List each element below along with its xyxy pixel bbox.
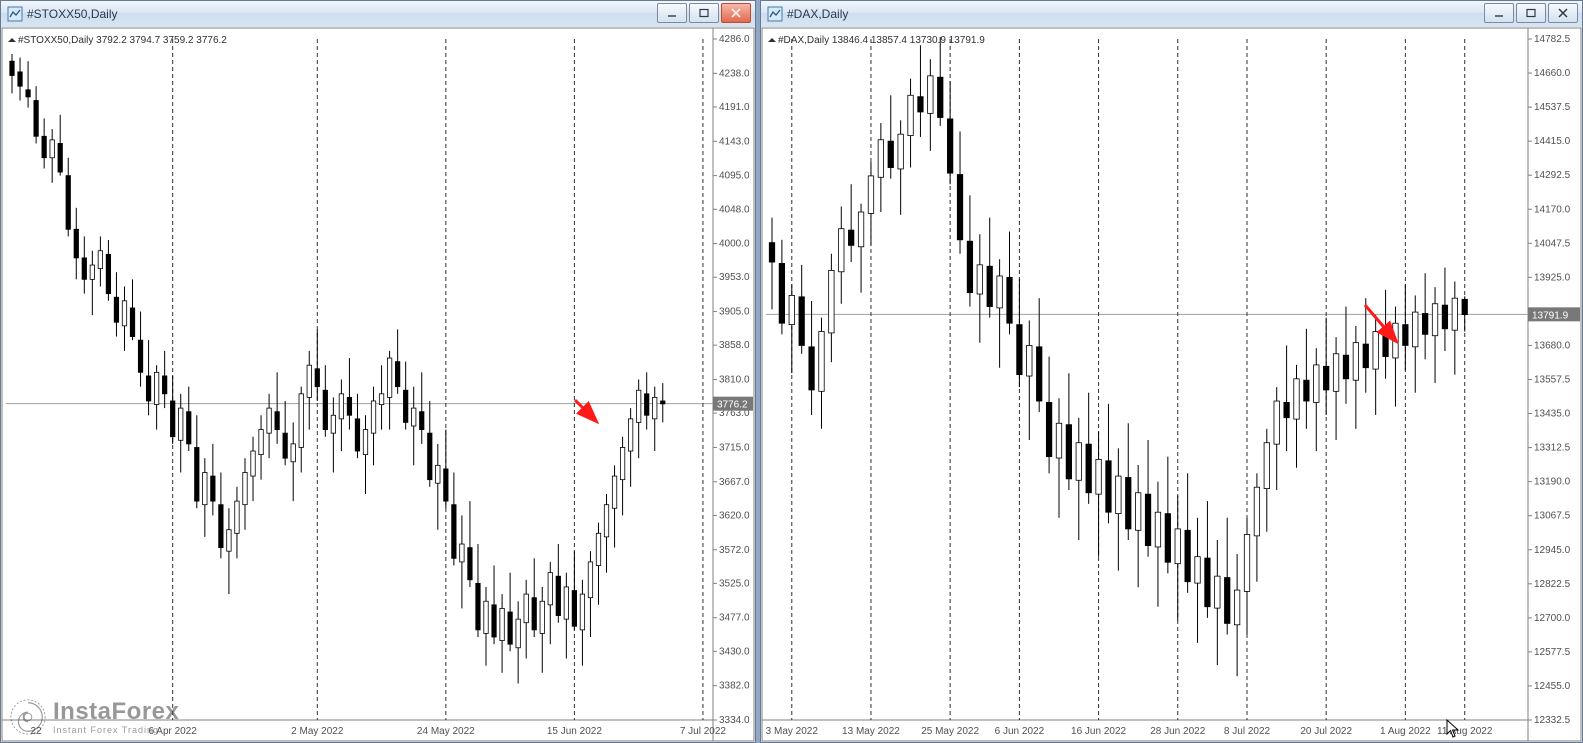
svg-text:24 May 2022: 24 May 2022	[417, 726, 475, 737]
svg-text:14292.5: 14292.5	[1534, 170, 1571, 181]
svg-text:4286.0: 4286.0	[719, 34, 750, 45]
svg-text:4048.0: 4048.0	[719, 204, 750, 215]
svg-text:13312.5: 13312.5	[1534, 443, 1571, 454]
titlebar-dax[interactable]: #DAX,Daily	[761, 1, 1582, 28]
maximize-button[interactable]	[1516, 3, 1546, 23]
svg-text:15 Jun 2022: 15 Jun 2022	[547, 726, 602, 737]
svg-text:13680.0: 13680.0	[1534, 340, 1571, 351]
desktop: #STOXX50,Daily 4286.04238.04191.04143.04…	[0, 0, 1583, 743]
svg-text:2 May 2022: 2 May 2022	[291, 726, 344, 737]
svg-text:22: 22	[30, 726, 42, 737]
svg-text:12577.5: 12577.5	[1534, 647, 1571, 658]
close-x-button[interactable]	[1548, 3, 1578, 23]
svg-text:16 Jun 2022: 16 Jun 2022	[1071, 726, 1126, 737]
svg-text:14660.0: 14660.0	[1534, 68, 1571, 79]
svg-text:28 Jun 2022: 28 Jun 2022	[1150, 726, 1205, 737]
svg-text:3525.0: 3525.0	[719, 578, 750, 589]
svg-text:3382.0: 3382.0	[719, 681, 750, 692]
svg-text:12700.0: 12700.0	[1534, 613, 1571, 624]
svg-text:3953.0: 3953.0	[719, 272, 750, 283]
svg-text:8 Jul 2022: 8 Jul 2022	[1224, 726, 1271, 737]
svg-text:13 May 2022: 13 May 2022	[842, 726, 900, 737]
window-title: #DAX,Daily	[787, 7, 848, 21]
minimize-button[interactable]	[1484, 3, 1514, 23]
svg-text:3430.0: 3430.0	[719, 646, 750, 657]
svg-text:3810.0: 3810.0	[719, 375, 750, 386]
svg-text:4191.0: 4191.0	[719, 102, 750, 113]
svg-text:14782.5: 14782.5	[1534, 34, 1571, 45]
maximize-button[interactable]	[689, 3, 719, 23]
app-icon	[767, 6, 783, 22]
svg-text:13190.0: 13190.0	[1534, 477, 1571, 488]
svg-text:6 Apr 2022: 6 Apr 2022	[148, 726, 197, 737]
window-controls	[657, 3, 751, 23]
svg-text:14170.0: 14170.0	[1534, 204, 1571, 215]
svg-text:3858.0: 3858.0	[719, 340, 750, 351]
svg-text:14047.5: 14047.5	[1534, 238, 1571, 249]
svg-text:#DAX,Daily 13846.4 13857.4 137: #DAX,Daily 13846.4 13857.4 13730.9 13791…	[778, 35, 985, 46]
svg-text:3667.0: 3667.0	[719, 477, 750, 488]
svg-text:4143.0: 4143.0	[719, 136, 750, 147]
svg-text:25 May 2022: 25 May 2022	[921, 726, 979, 737]
svg-text:3477.0: 3477.0	[719, 613, 750, 624]
svg-text:13925.0: 13925.0	[1534, 272, 1571, 283]
svg-text:3776.2: 3776.2	[717, 400, 748, 411]
minimize-button[interactable]	[657, 3, 687, 23]
svg-text:11 Aug 2022: 11 Aug 2022	[1437, 726, 1493, 737]
svg-text:13791.9: 13791.9	[1532, 310, 1569, 321]
svg-text:6 Jun 2022: 6 Jun 2022	[995, 726, 1045, 737]
svg-text:13067.5: 13067.5	[1534, 511, 1571, 522]
app-icon	[7, 6, 23, 22]
window-title: #STOXX50,Daily	[27, 7, 118, 21]
svg-text:3572.0: 3572.0	[719, 545, 750, 556]
svg-text:20 Jul 2022: 20 Jul 2022	[1300, 726, 1352, 737]
svg-text:14537.5: 14537.5	[1534, 102, 1571, 113]
svg-text:7 Jul 2022: 7 Jul 2022	[680, 726, 727, 737]
svg-text:4000.0: 4000.0	[719, 239, 750, 250]
titlebar-stoxx[interactable]: #STOXX50,Daily	[1, 1, 755, 28]
window-controls	[1484, 3, 1578, 23]
svg-text:1 Aug 2022: 1 Aug 2022	[1380, 726, 1431, 737]
close-button[interactable]	[721, 3, 751, 23]
svg-text:#STOXX50,Daily 3792.2 3794.7 3: #STOXX50,Daily 3792.2 3794.7 3759.2 3776…	[18, 35, 227, 46]
chart-window-stoxx: #STOXX50,Daily 4286.04238.04191.04143.04…	[0, 0, 756, 743]
svg-text:14415.0: 14415.0	[1534, 136, 1571, 147]
svg-text:4238.0: 4238.0	[719, 68, 750, 79]
svg-text:3 May 2022: 3 May 2022	[766, 726, 819, 737]
svg-text:12945.0: 12945.0	[1534, 545, 1571, 556]
svg-text:12822.5: 12822.5	[1534, 579, 1571, 590]
chart-window-dax: #DAX,Daily 14782.514660.014537.514415.01…	[760, 0, 1583, 743]
svg-text:13435.0: 13435.0	[1534, 409, 1571, 420]
svg-text:3905.0: 3905.0	[719, 307, 750, 318]
svg-text:12332.5: 12332.5	[1534, 715, 1571, 726]
svg-text:4095.0: 4095.0	[719, 171, 750, 182]
svg-text:3620.0: 3620.0	[719, 510, 750, 521]
svg-text:13557.5: 13557.5	[1534, 375, 1571, 386]
svg-text:3334.0: 3334.0	[719, 715, 750, 726]
svg-text:12455.0: 12455.0	[1534, 681, 1571, 692]
chart-area-stoxx[interactable]: 4286.0 4238.0 4191.0 4143.0 4095.0 4048.0 4000…	[1, 27, 755, 742]
chart-area-dax[interactable]: 14782.5 14660.0 14537.5 14415.0 14292.5 14170…	[761, 27, 1582, 742]
svg-text:3715.0: 3715.0	[719, 442, 750, 453]
